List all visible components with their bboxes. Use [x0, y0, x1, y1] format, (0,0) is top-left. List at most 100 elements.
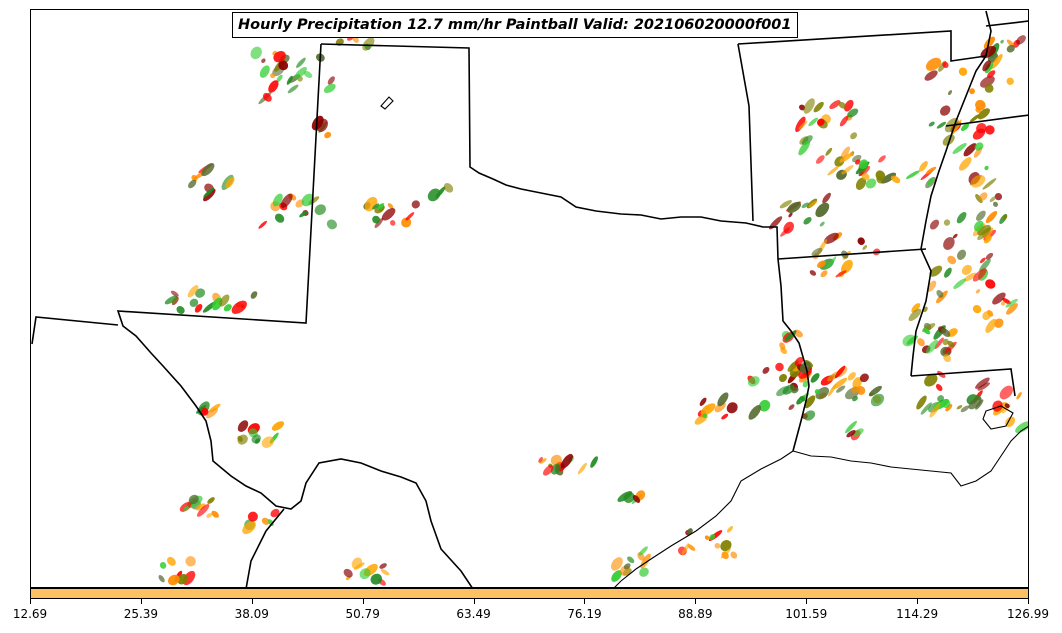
paintball-blob	[878, 155, 886, 163]
paintball-blob	[984, 84, 994, 93]
paintball-blob	[815, 155, 825, 164]
paintball-blob	[985, 211, 998, 223]
paintball-blob	[952, 119, 962, 135]
paintball-blob	[158, 575, 165, 583]
paintball-blob	[623, 492, 635, 503]
paintball-blob	[164, 295, 178, 305]
paintball-blob	[840, 259, 853, 274]
paintball-blob	[377, 203, 385, 210]
paintball-blob	[798, 140, 811, 156]
paintball-blob	[261, 517, 270, 525]
paintball-blob	[343, 568, 353, 578]
precipitation-paintballs	[158, 35, 1028, 586]
paintball-blob	[832, 377, 848, 390]
paintball-blob	[855, 159, 861, 165]
paintball-blob	[999, 385, 1013, 400]
colorbar-ticks: 12.69 25.39 38.09 50.79 63.49 76.19 88.89 101.5…	[0, 599, 1062, 629]
paintball-blob	[982, 60, 991, 72]
paintball-blob	[825, 147, 833, 156]
colorbar-tick-label: 126.99	[1007, 607, 1049, 621]
paintball-blob	[958, 67, 968, 76]
paintball-blob	[301, 193, 314, 207]
paintball-blob	[956, 405, 963, 410]
paintball-blob	[972, 268, 987, 282]
colorbar-tick-mark	[362, 599, 364, 604]
border-oklahoma-east	[737, 43, 754, 222]
paintball-blob	[795, 116, 806, 133]
paintball-blob	[212, 297, 223, 311]
paintball-blob	[934, 337, 944, 350]
paintball-blob	[708, 530, 723, 542]
colorbar-tick-label: 76.19	[567, 607, 602, 621]
paintball-blob	[374, 218, 384, 228]
paintball-blob	[858, 159, 868, 170]
paintball-blob	[258, 220, 267, 229]
paintball-blob	[427, 188, 441, 202]
paintball-blob	[779, 200, 792, 209]
paintball-blob	[788, 212, 793, 218]
colorbar-tick-label: 25.39	[123, 607, 159, 621]
paintball-blob	[839, 115, 849, 127]
paintball-blob	[1005, 298, 1018, 308]
paintball-blob	[1015, 421, 1028, 434]
paintball-blob	[324, 131, 332, 139]
paintball-blob	[762, 366, 770, 374]
paintball-blob	[223, 304, 232, 312]
paintball-blob	[822, 192, 831, 204]
paintball-blob	[411, 200, 420, 209]
colorbar-tick-mark	[806, 599, 808, 604]
paintball-blob	[769, 216, 783, 230]
border-texas-west	[116, 43, 473, 587]
paintball-blob	[1002, 297, 1011, 305]
paintball-blob	[1000, 301, 1006, 306]
paintball-blob	[811, 247, 823, 257]
lake-pontchartrain	[982, 405, 1014, 430]
paintball-blob	[590, 456, 598, 468]
paintball-blob	[1016, 35, 1026, 45]
paintball-blob	[200, 407, 209, 416]
paintball-blob	[936, 289, 944, 298]
paintball-blob	[783, 221, 795, 234]
paintball-blob	[975, 289, 981, 294]
paintball-blob	[844, 99, 854, 112]
paintball-blob	[808, 117, 818, 127]
paintball-blob	[956, 212, 967, 224]
paintball-blob	[947, 255, 957, 265]
paintball-blob	[992, 201, 999, 207]
paintball-blob	[188, 494, 199, 505]
colorbar-tick-label: 88.89	[678, 607, 713, 621]
paintball-blob	[953, 278, 967, 289]
paintball-blob	[242, 521, 256, 535]
paintball-blob	[268, 80, 279, 93]
paintball-blob	[280, 193, 293, 208]
paintball-blob	[577, 462, 587, 475]
paintball-blob	[170, 290, 179, 297]
paintball-blob	[784, 330, 797, 342]
paintball-blob	[977, 227, 992, 241]
paintball-blob	[968, 396, 982, 410]
paintball-blob	[982, 178, 997, 190]
paintball-blob	[960, 405, 970, 413]
paintball-blob	[639, 567, 649, 577]
paintball-blob	[952, 233, 958, 239]
paintball-blob	[188, 179, 197, 189]
paintball-blob	[819, 221, 825, 227]
paintball-blob	[270, 73, 276, 79]
border-kansas-missouri	[737, 30, 987, 62]
paintball-blob	[611, 570, 622, 582]
paintball-blob	[798, 120, 808, 130]
paintball-blob	[834, 365, 846, 379]
paintball-blob	[862, 245, 868, 250]
paintball-blob	[314, 204, 326, 216]
colorbar-tick-mark	[473, 599, 475, 604]
paintball-blob	[720, 539, 732, 552]
paintball-blob	[206, 513, 213, 518]
paintball-blob	[191, 174, 198, 182]
paintball-blob	[963, 272, 977, 282]
paintball-blob	[250, 291, 258, 299]
paintball-blob	[788, 404, 795, 410]
paintball-blob	[231, 300, 247, 314]
paintball-blob	[969, 88, 975, 95]
paintball-blob	[924, 70, 938, 81]
paintball-blob	[263, 92, 272, 102]
